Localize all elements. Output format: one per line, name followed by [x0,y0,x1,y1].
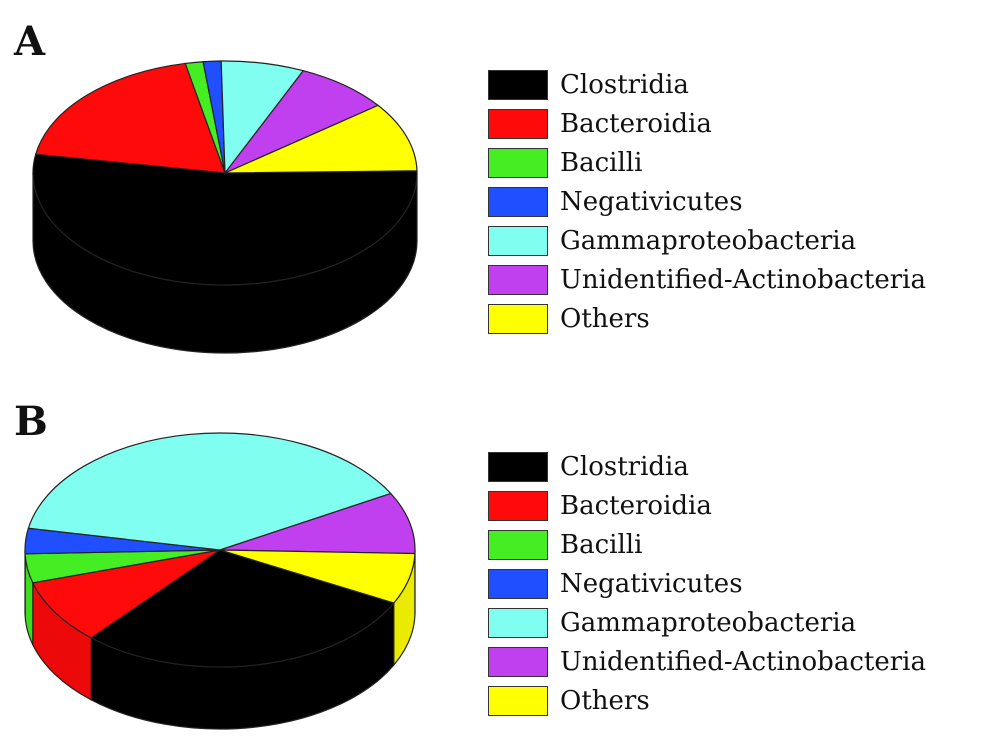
pie-slice-unidentified-actinobacteria [224,70,380,174]
legend-label: Others [560,304,650,334]
legend-label: Others [560,686,650,716]
pie-slice-others [219,549,416,604]
legend-swatch [488,491,548,521]
legend-label: Gammaproteobacteria [560,608,857,638]
legend-item: Negativicutes [488,569,743,599]
legend-swatch [488,304,548,334]
legend-label: Unidentified-Actinobacteria [560,647,926,677]
legend-item: Unidentified-Actinobacteria [488,265,926,295]
legend-label: Negativicutes [560,187,743,217]
legend-swatch [488,647,548,677]
legend-swatch [488,187,548,217]
legend-swatch [488,686,548,716]
pie-slice-bacteroidia [34,62,226,174]
legend-item: Bacteroidia [488,491,712,521]
pie-b [24,432,416,730]
legend-label: Clostridia [560,70,689,100]
legend-item: Bacilli [488,148,642,178]
legend-item: Gammaproteobacteria [488,608,856,638]
legend-swatch [488,265,548,295]
legend-item: Clostridia [488,70,689,100]
legend-label: Bacilli [560,530,643,560]
legend-item: Gammaproteobacteria [488,226,856,256]
panel-label-a: A [14,18,46,65]
legend-swatch [488,452,548,482]
legend-item: Unidentified-Actinobacteria [488,647,926,677]
legend-item: Negativicutes [488,187,743,217]
legend-item: Bacteroidia [488,109,712,139]
legend-label: Bacilli [560,148,643,178]
legend-swatch [488,569,548,599]
legend-label: Bacteroidia [560,491,712,521]
pie-slice-gammaproteobacteria [27,432,392,551]
legend-swatch [488,109,548,139]
pie-slice-bacteroidia [31,549,221,639]
legend-swatch [488,70,548,100]
legend-item: Others [488,304,650,334]
panel-label-b: B [14,398,48,445]
pie-a [32,60,418,354]
legend-swatch [488,608,548,638]
legend-item: Bacilli [488,530,642,560]
legend-item: Others [488,686,650,716]
legend-label: Clostridia [560,452,689,482]
legend-label: Negativicutes [560,569,743,599]
legend-swatch [488,530,548,560]
legend-swatch [488,226,548,256]
legend-label: Bacteroidia [560,109,712,139]
pie-slice-others [224,104,418,174]
pie-slice-clostridia [90,549,395,668]
legend-label: Unidentified-Actinobacteria [560,265,926,295]
legend-item: Clostridia [488,452,689,482]
legend-swatch [488,148,548,178]
legend-label: Gammaproteobacteria [560,226,857,256]
pie-slice-clostridia [32,153,418,286]
pie-slice-unidentified-actinobacteria [219,492,416,555]
